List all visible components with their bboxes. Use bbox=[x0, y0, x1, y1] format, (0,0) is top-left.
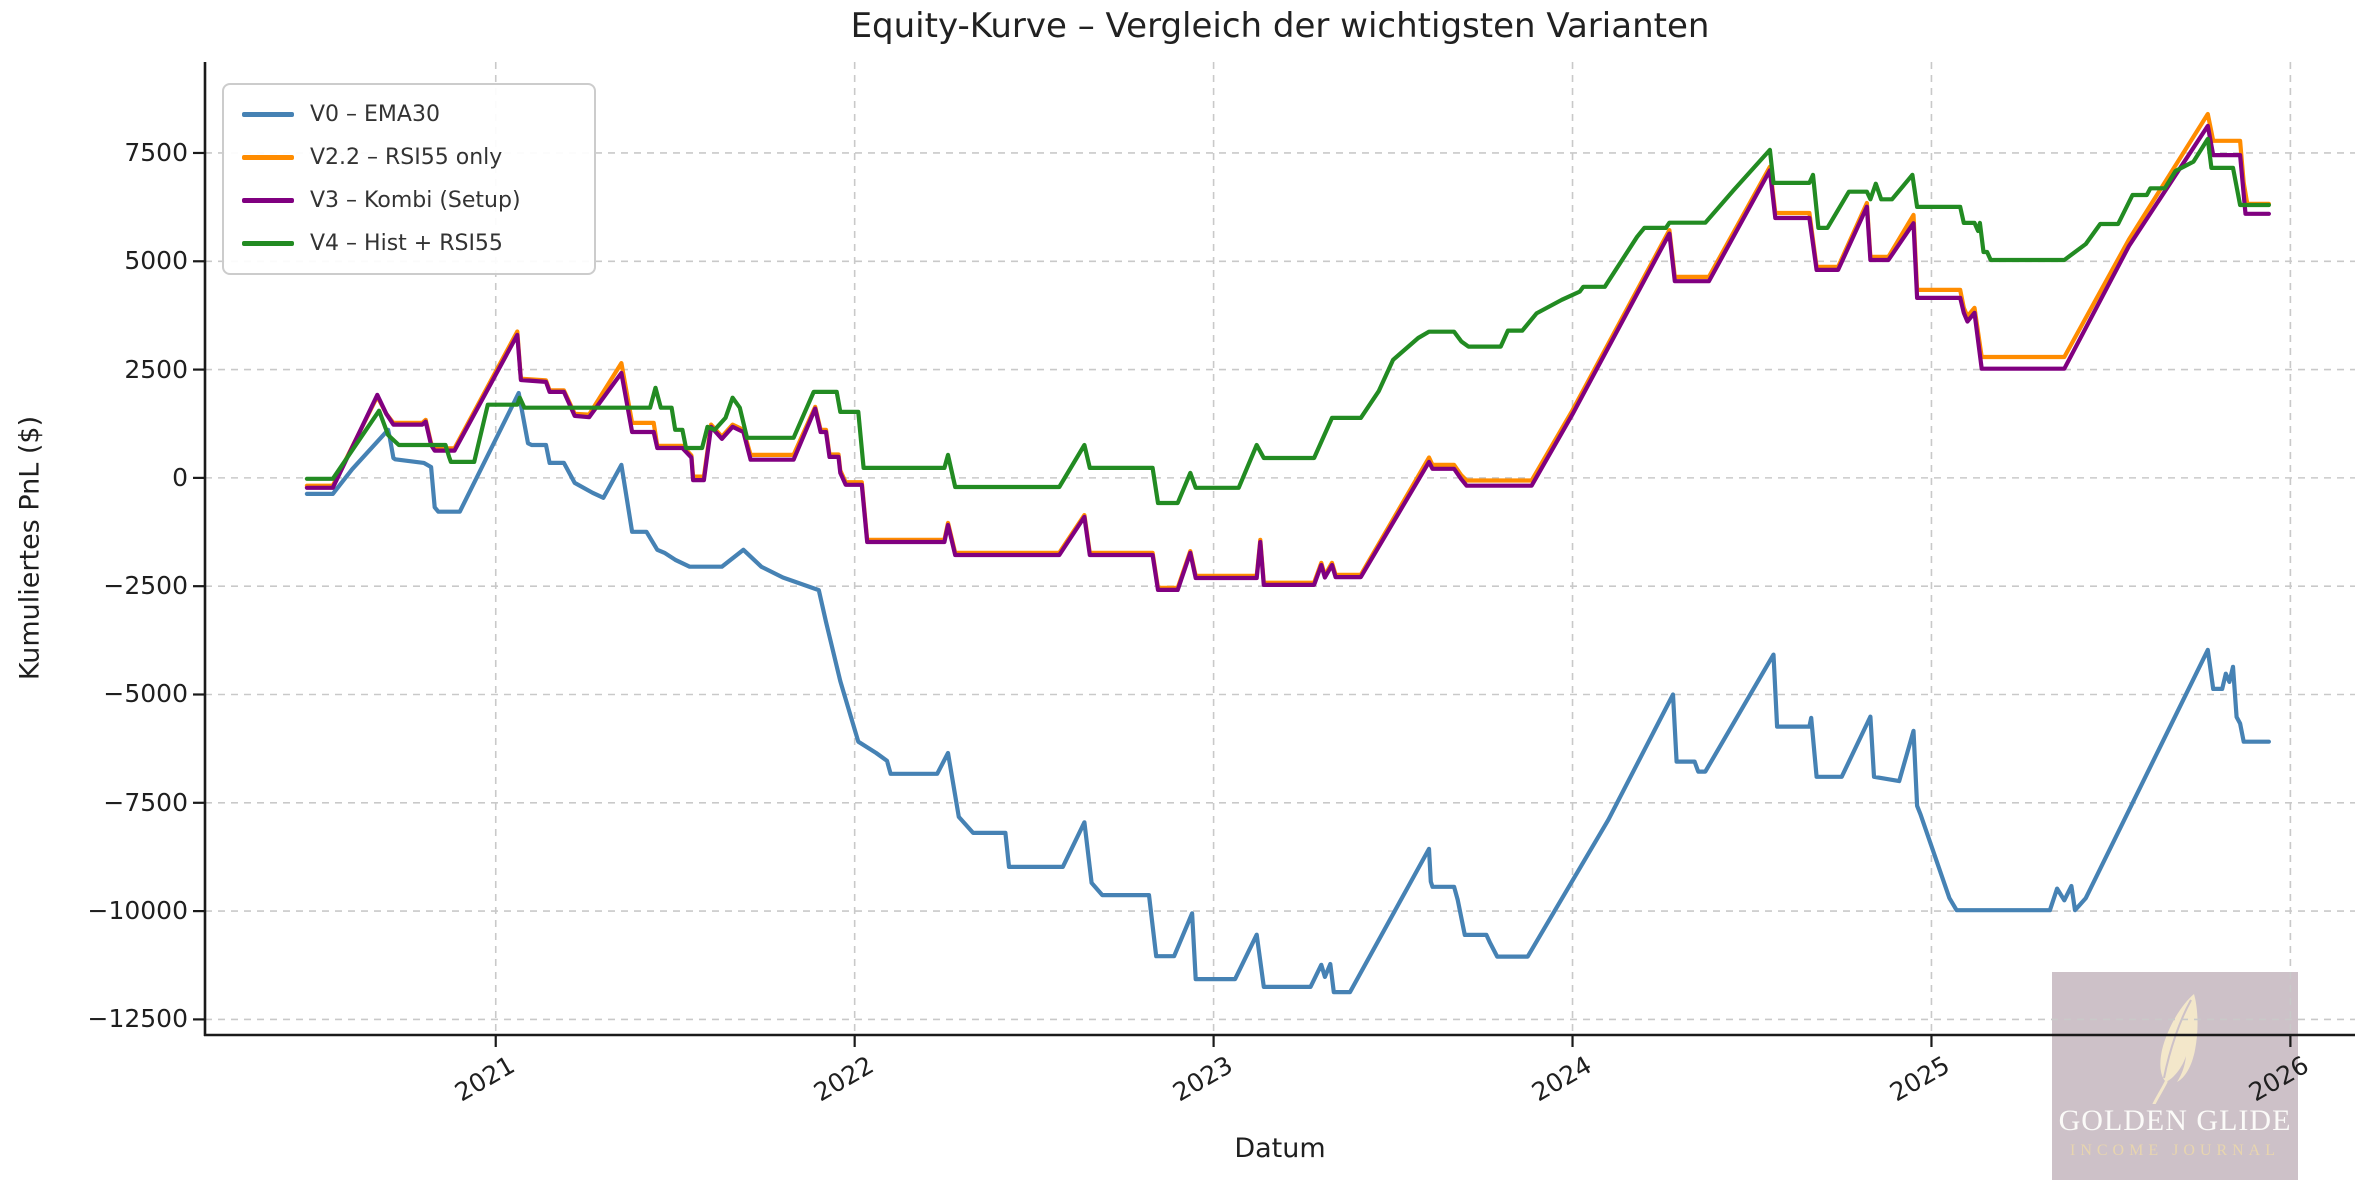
legend-label: V4 – Hist + RSI55 bbox=[310, 231, 503, 256]
series-line bbox=[304, 136, 2271, 506]
legend-item: V0 – EMA30 bbox=[224, 93, 594, 136]
series-line bbox=[304, 123, 2271, 593]
legend-item: V4 – Hist + RSI55 bbox=[224, 222, 594, 265]
legend-label: V3 – Kombi (Setup) bbox=[310, 188, 521, 213]
y-tick-label: −2500 bbox=[103, 571, 188, 601]
y-tick-label: 0 bbox=[172, 462, 188, 492]
legend-label: V2.2 – RSI55 only bbox=[310, 145, 503, 170]
legend-item: V2.2 – RSI55 only bbox=[224, 136, 594, 179]
watermark: GOLDEN GLIDE INCOME JOURNAL bbox=[2052, 972, 2298, 1180]
watermark-title: GOLDEN GLIDE bbox=[2058, 1104, 2292, 1137]
y-tick-label: 2500 bbox=[124, 354, 188, 384]
series-line bbox=[304, 390, 2271, 995]
watermark-subtitle: INCOME JOURNAL bbox=[2070, 1142, 2280, 1159]
legend-item: V3 – Kombi (Setup) bbox=[224, 179, 594, 222]
y-tick-label: 5000 bbox=[124, 246, 188, 276]
legend-swatch-icon bbox=[242, 155, 294, 160]
watermark-box bbox=[2052, 972, 2298, 1180]
y-axis-label: Kumuliertes PnL ($) bbox=[14, 415, 46, 681]
y-tick-label: −7500 bbox=[103, 787, 188, 817]
y-tick-label: −5000 bbox=[103, 679, 188, 709]
y-tick-label: −10000 bbox=[87, 896, 188, 926]
series-line bbox=[304, 111, 2271, 591]
y-tick-label: −12500 bbox=[87, 1004, 188, 1034]
x-axis-label: Datum bbox=[1234, 1133, 1326, 1164]
legend-swatch-icon bbox=[242, 241, 294, 246]
chart-title: Equity-Kurve – Vergleich der wichtigsten… bbox=[850, 6, 1710, 46]
legend-swatch-icon bbox=[242, 112, 294, 117]
y-tick-label: 7500 bbox=[124, 137, 188, 167]
legend: V0 – EMA30 V2.2 – RSI55 only V3 – Kombi (S… bbox=[222, 83, 596, 275]
legend-label: V0 – EMA30 bbox=[310, 102, 440, 127]
legend-swatch-icon bbox=[242, 198, 294, 203]
